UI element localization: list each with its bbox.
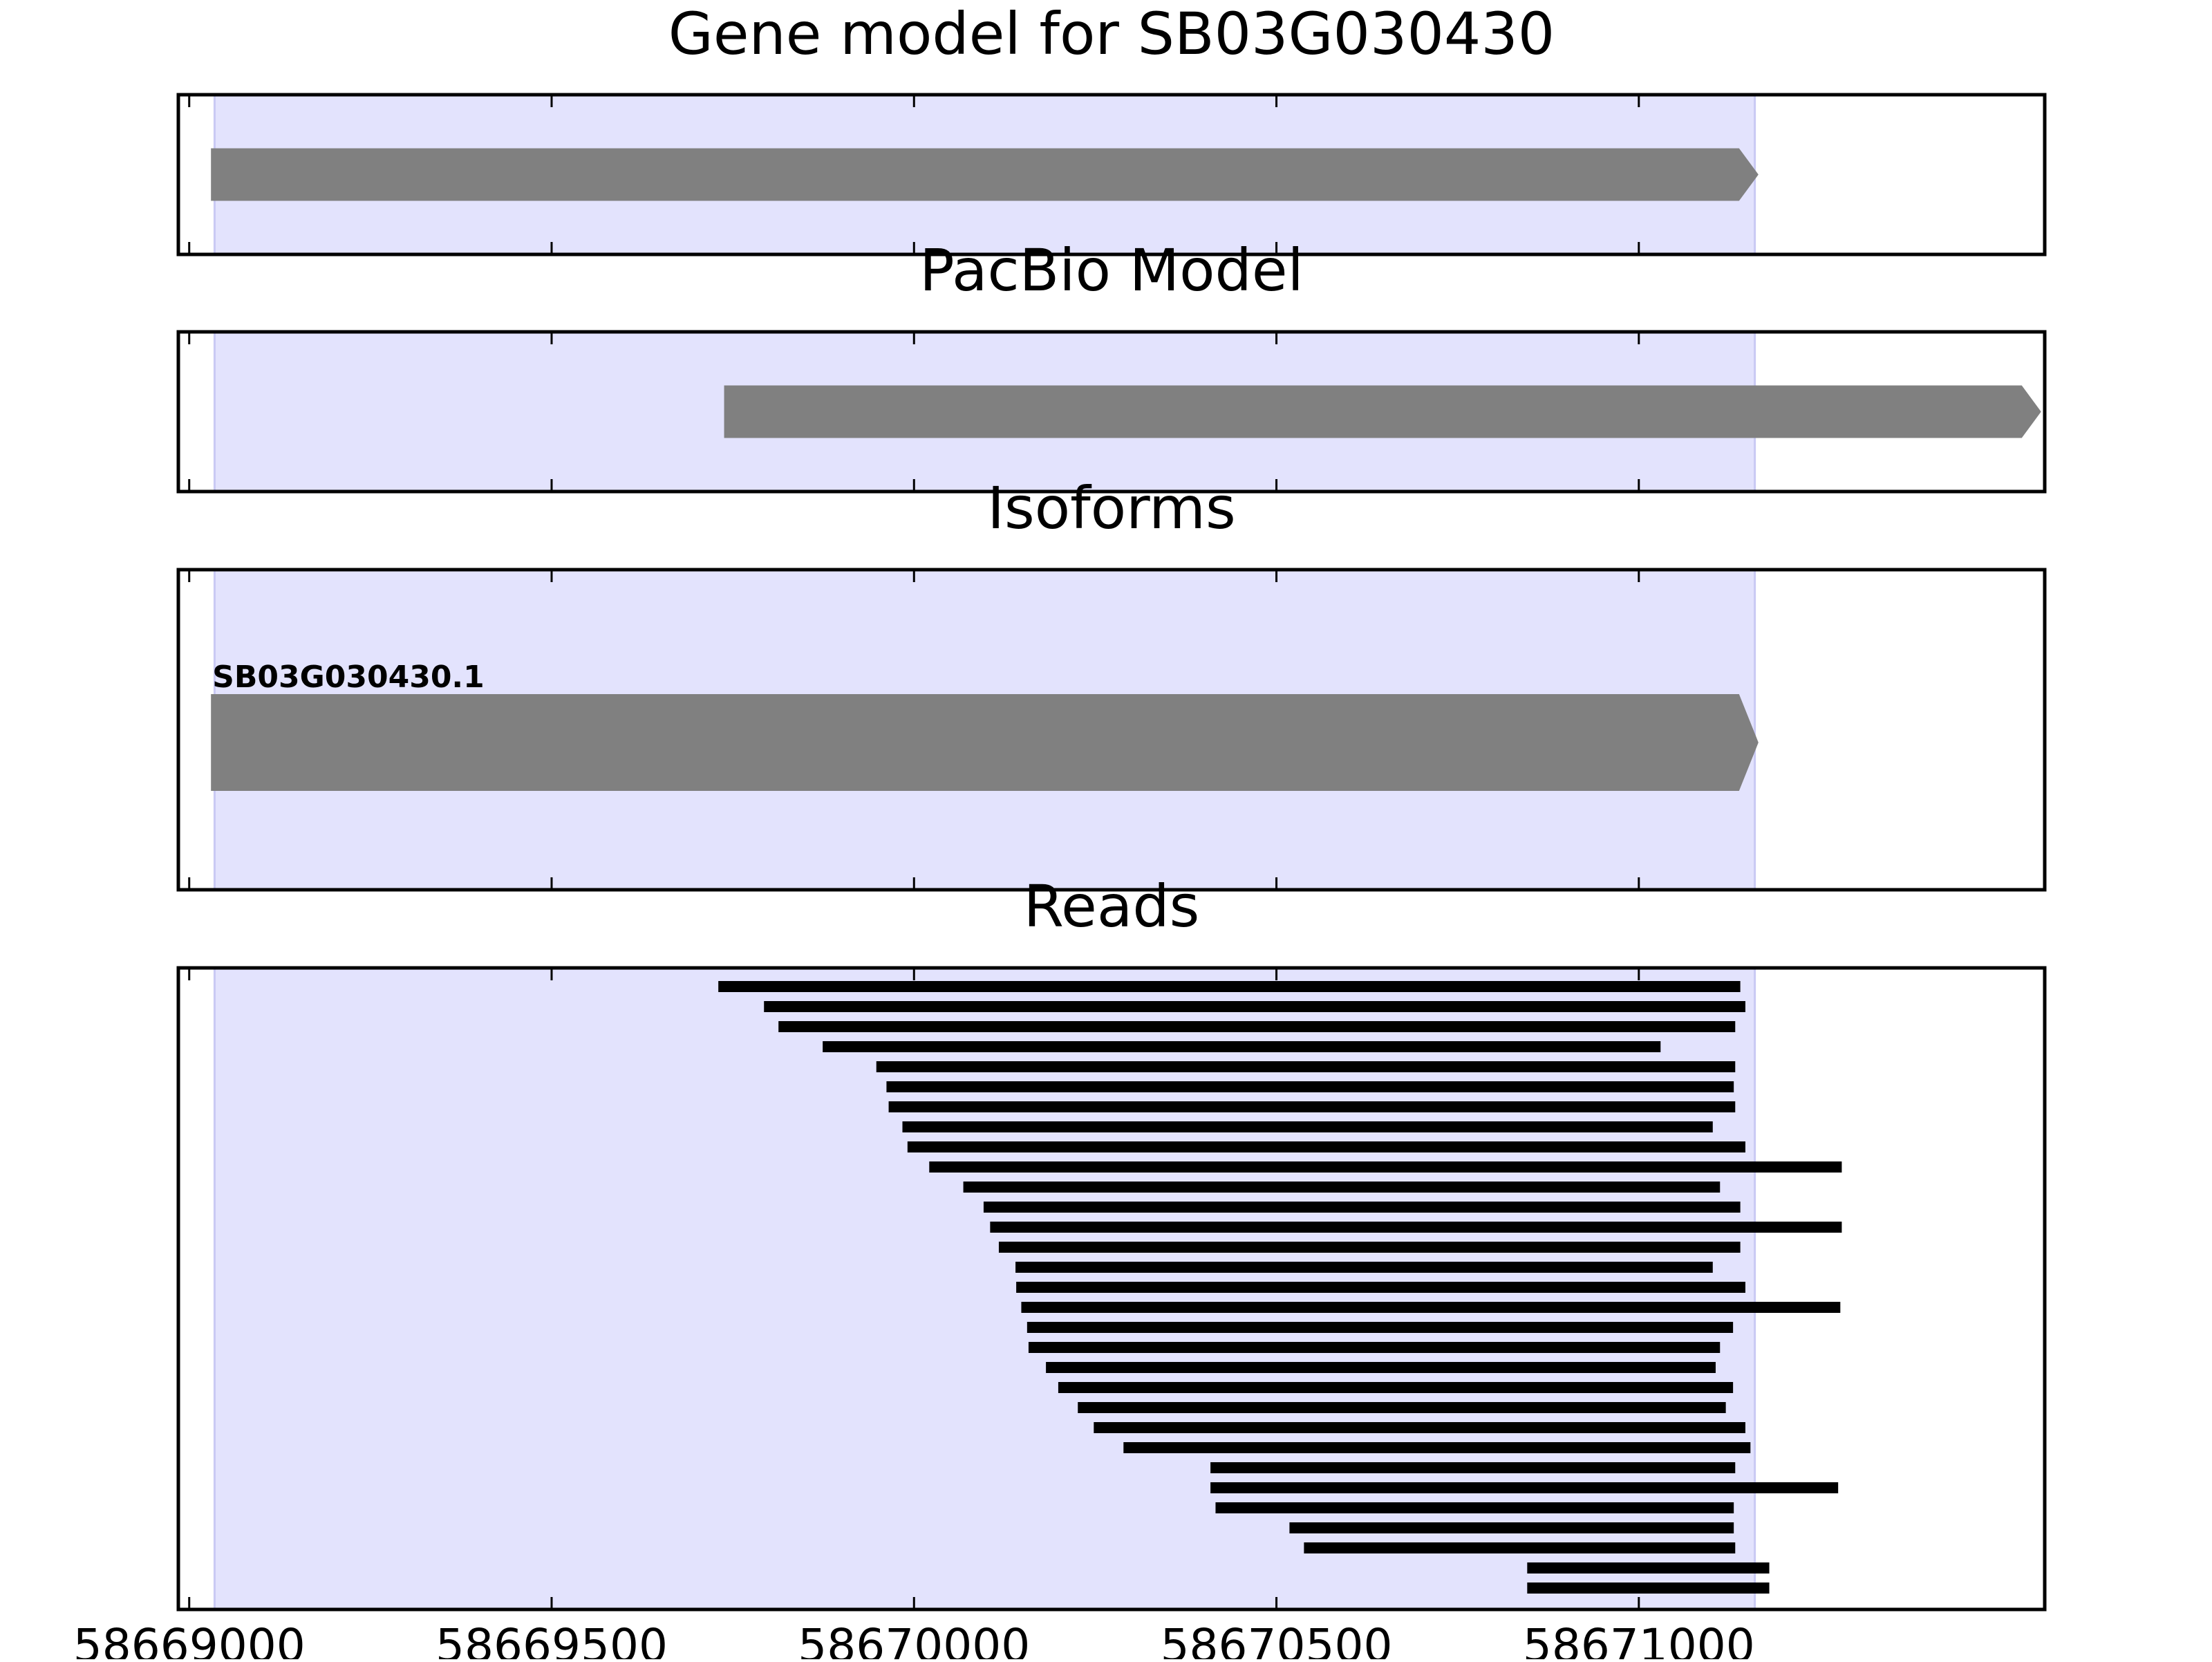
panel-title: Gene model for SB03G030430 [668,0,1555,68]
read-bar [1304,1542,1736,1553]
read-bar [1215,1502,1734,1513]
read-bar [778,1021,1736,1032]
panel-title: PacBio Model [919,236,1304,304]
read-bar [1527,1582,1770,1594]
feature-arrow [211,148,1759,201]
read-bar [1016,1282,1745,1293]
read-bar [1021,1302,1841,1313]
read-bar [1289,1522,1734,1533]
panel-frame [176,93,2047,256]
panel-reads: Reads [176,872,2047,1612]
panel-frame [176,568,2047,892]
read-bar [1015,1262,1713,1273]
x-tick-label: 58671000 [1523,1619,1755,1659]
read-bar [876,1061,1736,1072]
read-bar [1094,1422,1745,1433]
read-bar [823,1041,1661,1052]
x-tick-label: 58669000 [73,1619,306,1659]
read-bar [963,1182,1721,1193]
x-tick-label: 58670000 [798,1619,1030,1659]
panel-pacbio-model: PacBio Model [176,236,2047,494]
read-bar [1027,1322,1734,1333]
read-bar [990,1222,1842,1233]
read-bar [1210,1482,1839,1493]
panel-frame [176,966,2047,1612]
feature-arrow [211,694,1759,791]
x-tick-label: 58670500 [1161,1619,1393,1659]
read-bar [1210,1462,1736,1473]
read-bar [888,1101,1736,1112]
read-bar [902,1121,1713,1132]
x-tick-label: 58669500 [435,1619,668,1659]
x-axis: 58669000 58669500 58670000 58670500 58671000 [73,1619,1755,1662]
read-bar [929,1161,1842,1173]
panel-gene-model: Gene model for SB03G030430 [176,0,2047,256]
feature-arrow [724,385,2041,438]
read-bar [1058,1382,1734,1393]
panel-isoforms: Isoforms SB03G030430.1 [176,474,2047,892]
read-bar [718,981,1741,992]
read-bar [983,1202,1741,1213]
panel-frame [176,330,2047,494]
panels-layer: Gene model for SB03G030430 PacBio Model Is… [176,0,2047,1612]
read-bar [998,1242,1741,1253]
read-bar [1046,1362,1716,1373]
read-bar [1527,1562,1770,1574]
read-bar [1123,1442,1751,1453]
read-bar [1078,1402,1726,1413]
read-bar [1028,1342,1721,1353]
read-bar [886,1081,1734,1092]
isoform-label: SB03G030430.1 [212,660,485,695]
read-bar [764,1001,1745,1012]
read-bar [907,1141,1745,1152]
panel-title: Reads [1024,872,1200,940]
panel-title: Isoforms [987,474,1236,542]
